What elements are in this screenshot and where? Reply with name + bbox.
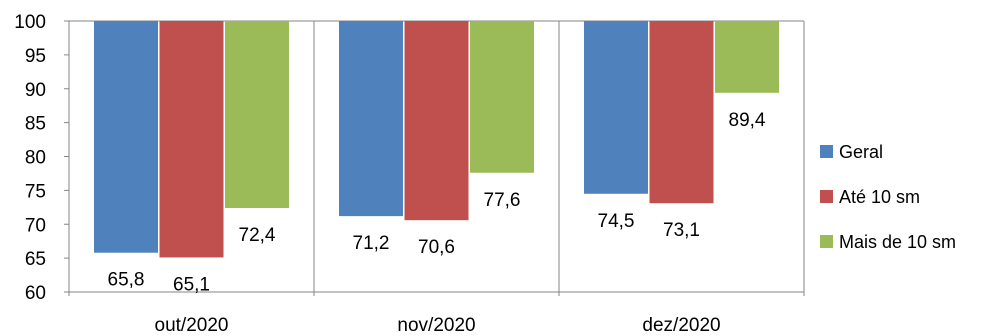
bar-mais-de-10-sm-nov-2020	[470, 21, 534, 173]
y-tick-label: 60	[25, 283, 46, 304]
bar-at-10-sm-nov-2020	[404, 21, 469, 221]
legend-swatch	[820, 145, 833, 158]
y-tick-label: 100	[14, 12, 46, 33]
y-tick-label: 90	[25, 80, 46, 101]
legend-label: Geral	[839, 142, 883, 162]
y-tick-label: 85	[25, 114, 46, 135]
bar-mais-de-10-sm-dez-2020	[715, 21, 779, 93]
bars	[94, 21, 779, 258]
y-tick-label: 80	[25, 148, 46, 169]
x-tick-label: nov/2020	[397, 315, 475, 336]
bar-geral-nov-2020	[339, 21, 403, 217]
y-tick-label: 70	[25, 215, 46, 236]
data-label: 73,1	[663, 220, 700, 241]
legend-label: Mais de 10 sm	[839, 232, 956, 252]
data-label: 71,2	[353, 233, 390, 254]
data-label: 65,1	[173, 274, 210, 295]
x-tick-label: out/2020	[155, 315, 229, 336]
bar-mais-de-10-sm-out-2020	[225, 21, 289, 208]
legend-swatch	[820, 235, 833, 248]
x-tick-label: dez/2020	[642, 315, 720, 336]
data-label: 77,6	[484, 190, 521, 211]
y-tick-label: 95	[25, 46, 46, 67]
legend-swatch	[820, 190, 833, 203]
data-labels: 65,8 65,1 72,4 71,2 70,6 77,6 74,5 73,1 89,4	[108, 110, 766, 296]
y-tick-label: 75	[25, 181, 46, 202]
data-label: 65,8	[108, 270, 145, 291]
legend-label: Até 10 sm	[839, 187, 920, 207]
y-tick-label: 65	[25, 249, 46, 270]
bar-at-10-sm-out-2020	[159, 21, 224, 258]
bar-geral-out-2020	[94, 21, 158, 253]
legend: Geral Até 10 sm Mais de 10 sm	[820, 142, 956, 252]
bar-at-10-sm-dez-2020	[649, 21, 714, 204]
data-label: 72,4	[239, 225, 276, 246]
bar-geral-dez-2020	[584, 21, 648, 194]
y-axis-ticks: 60 65 70 75 80 85 90 95 100	[14, 12, 69, 304]
data-label: 70,6	[418, 237, 455, 258]
data-label: 74,5	[598, 211, 635, 232]
data-label: 89,4	[729, 110, 766, 131]
x-axis-ticks: out/2020 nov/2020 dez/2020	[155, 315, 721, 336]
